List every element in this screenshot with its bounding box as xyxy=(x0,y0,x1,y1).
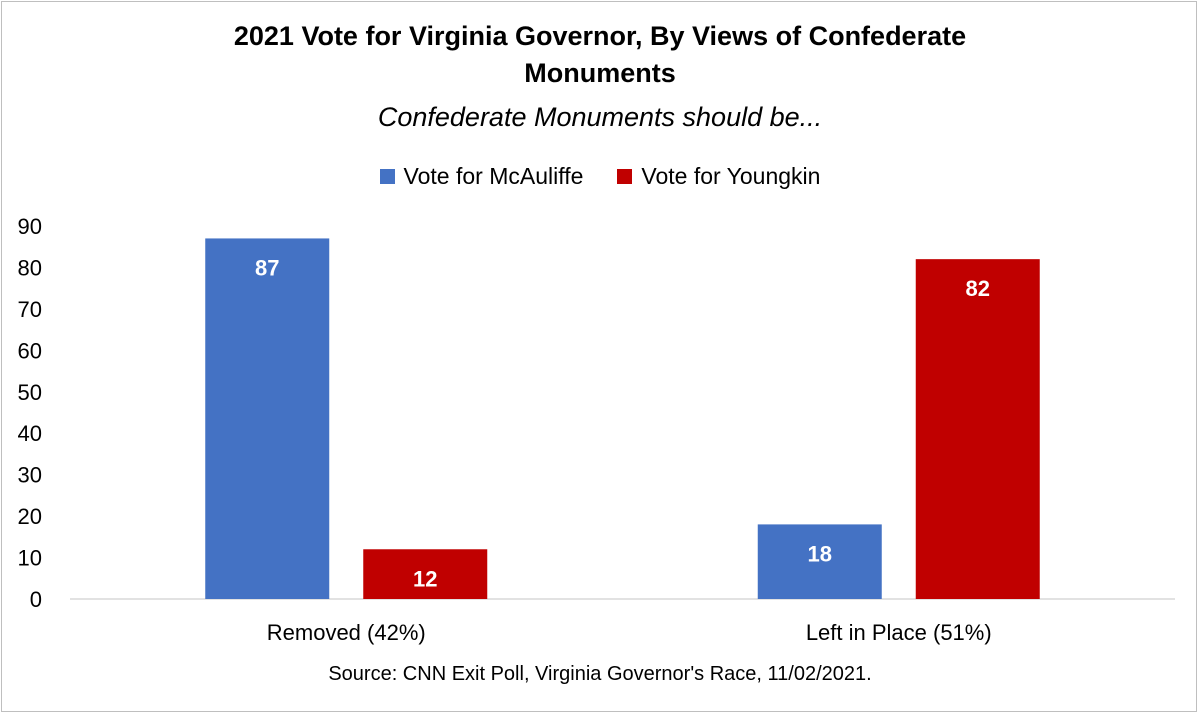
data-label: 18 xyxy=(808,541,832,566)
chart-title: 2021 Vote for Virginia Governor, By View… xyxy=(0,18,1200,92)
data-label: 82 xyxy=(966,276,990,301)
legend-label-mcauliffe: Vote for McAuliffe xyxy=(403,163,584,189)
legend-label-youngkin: Vote for Youngkin xyxy=(641,163,821,189)
bar xyxy=(363,549,488,599)
bar xyxy=(915,259,1040,599)
x-category-label: Removed (42%) xyxy=(267,620,426,645)
chart-legend: Vote for McAuliffe Vote for Youngkin xyxy=(0,163,1200,190)
y-tick-label: 80 xyxy=(18,255,42,280)
y-tick-label: 10 xyxy=(18,546,42,571)
legend-swatch-youngkin xyxy=(617,169,633,184)
y-tick-label: 70 xyxy=(18,297,42,322)
y-tick-label: 20 xyxy=(18,504,42,529)
chart-subtitle: Confederate Monuments should be... xyxy=(377,102,823,132)
bar xyxy=(757,524,882,599)
x-category-label: Left in Place (51%) xyxy=(806,620,992,645)
legend-item-mcauliffe: Vote for McAuliffe xyxy=(379,163,584,190)
y-tick-label: 30 xyxy=(18,463,42,488)
y-tick-label: 50 xyxy=(18,380,42,405)
chart-title-line-2: Monuments xyxy=(524,58,676,88)
y-tick-label: 0 xyxy=(30,587,42,612)
legend-item-youngkin: Vote for Youngkin xyxy=(617,163,820,190)
chart-title-line-1: 2021 Vote for Virginia Governor, By View… xyxy=(233,21,967,51)
data-label: 87 xyxy=(255,255,279,280)
y-tick-label: 40 xyxy=(18,421,42,446)
data-label: 12 xyxy=(413,566,437,591)
y-tick-label: 90 xyxy=(18,214,42,239)
bar xyxy=(205,238,330,599)
chart-source-note: Source: CNN Exit Poll, Virginia Governor… xyxy=(328,663,872,685)
legend-swatch-mcauliffe xyxy=(379,169,395,184)
y-tick-label: 60 xyxy=(18,338,42,363)
